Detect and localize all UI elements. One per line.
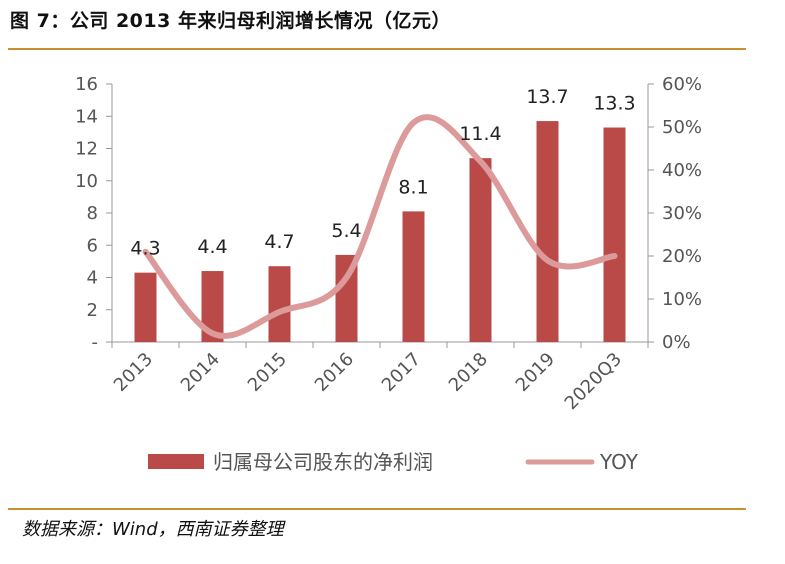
x-axis-tick-label: 2018 [445, 349, 492, 396]
bar [268, 266, 291, 342]
legend-bar-label: 归属母公司股东的净利润 [213, 450, 433, 474]
bar [335, 254, 358, 342]
right-axis: 0% 10% 20% 30% 40% 50% 60% [647, 74, 702, 353]
bar-data-label: 8.1 [398, 176, 428, 198]
left-axis-tick-label: 6 [87, 235, 98, 256]
right-axis-tick-label: 40% [662, 160, 702, 181]
x-axis-tick-label: 2014 [177, 349, 224, 396]
right-axis-tick-label: 0% [662, 332, 691, 353]
x-axis-tick-label: 2013 [110, 349, 157, 396]
x-axis-tick-label: 2015 [244, 349, 291, 396]
left-axis-tick-label: 14 [75, 106, 98, 127]
left-axis-tick-label: 4 [87, 268, 98, 289]
bar [402, 211, 425, 342]
left-axis-tick-label: 12 [75, 139, 98, 160]
x-axis-tick-label: 2020Q3 [561, 349, 626, 414]
bar-data-label: 4.3 [130, 238, 160, 260]
source-note: 数据来源：Wind，西南证券整理 [22, 519, 284, 540]
right-axis-tick-label: 50% [662, 117, 702, 138]
left-axis-tick-label: - [92, 332, 99, 353]
bar-data-label: 5.4 [331, 220, 361, 242]
x-axis-tick-label: 2017 [378, 349, 425, 396]
x-axis-tick-label: 2016 [311, 349, 358, 396]
left-axis-tick-label: 2 [87, 300, 98, 321]
bar-series [134, 121, 626, 343]
bar [603, 127, 626, 342]
bar [469, 158, 492, 342]
bar-data-label: 4.4 [197, 236, 227, 258]
left-axis-tick-label: 10 [75, 171, 98, 192]
left-axis-tick-label: 16 [75, 74, 98, 95]
bar-data-label: 11.4 [459, 123, 501, 145]
right-axis-tick-label: 20% [662, 246, 702, 267]
legend: 归属母公司股东的净利润 YOY [148, 450, 639, 474]
right-axis-tick-label: 60% [662, 74, 702, 95]
bar-data-labels: 4.3 4.4 4.7 5.4 8.1 11.4 13.7 13.3 [130, 86, 635, 260]
left-axis-tick-label: 8 [87, 203, 98, 224]
bar [201, 271, 224, 342]
legend-line-label: YOY [599, 450, 639, 474]
x-axis-tick-label: 2019 [512, 349, 559, 396]
right-axis-tick-label: 30% [662, 203, 702, 224]
bar [536, 121, 559, 343]
yoy-line-series [142, 114, 618, 339]
bar-data-label: 13.7 [526, 86, 568, 108]
bar [134, 272, 157, 342]
bar-data-label: 4.7 [264, 231, 294, 253]
top-rule [8, 48, 746, 50]
legend-bar-swatch [148, 454, 204, 469]
figure-title: 图 7：公司 2013 年来归母利润增长情况（亿元） [10, 10, 451, 32]
right-axis-tick-label: 10% [662, 289, 702, 310]
bottom-rule [8, 508, 746, 510]
yoy-line [142, 114, 618, 339]
bar-data-label: 13.3 [593, 93, 635, 115]
x-axis: 2013 2014 2015 2016 2017 2018 2019 2020Q3 [110, 341, 649, 414]
left-axis: - 2 4 6 8 10 12 14 16 [75, 74, 113, 353]
